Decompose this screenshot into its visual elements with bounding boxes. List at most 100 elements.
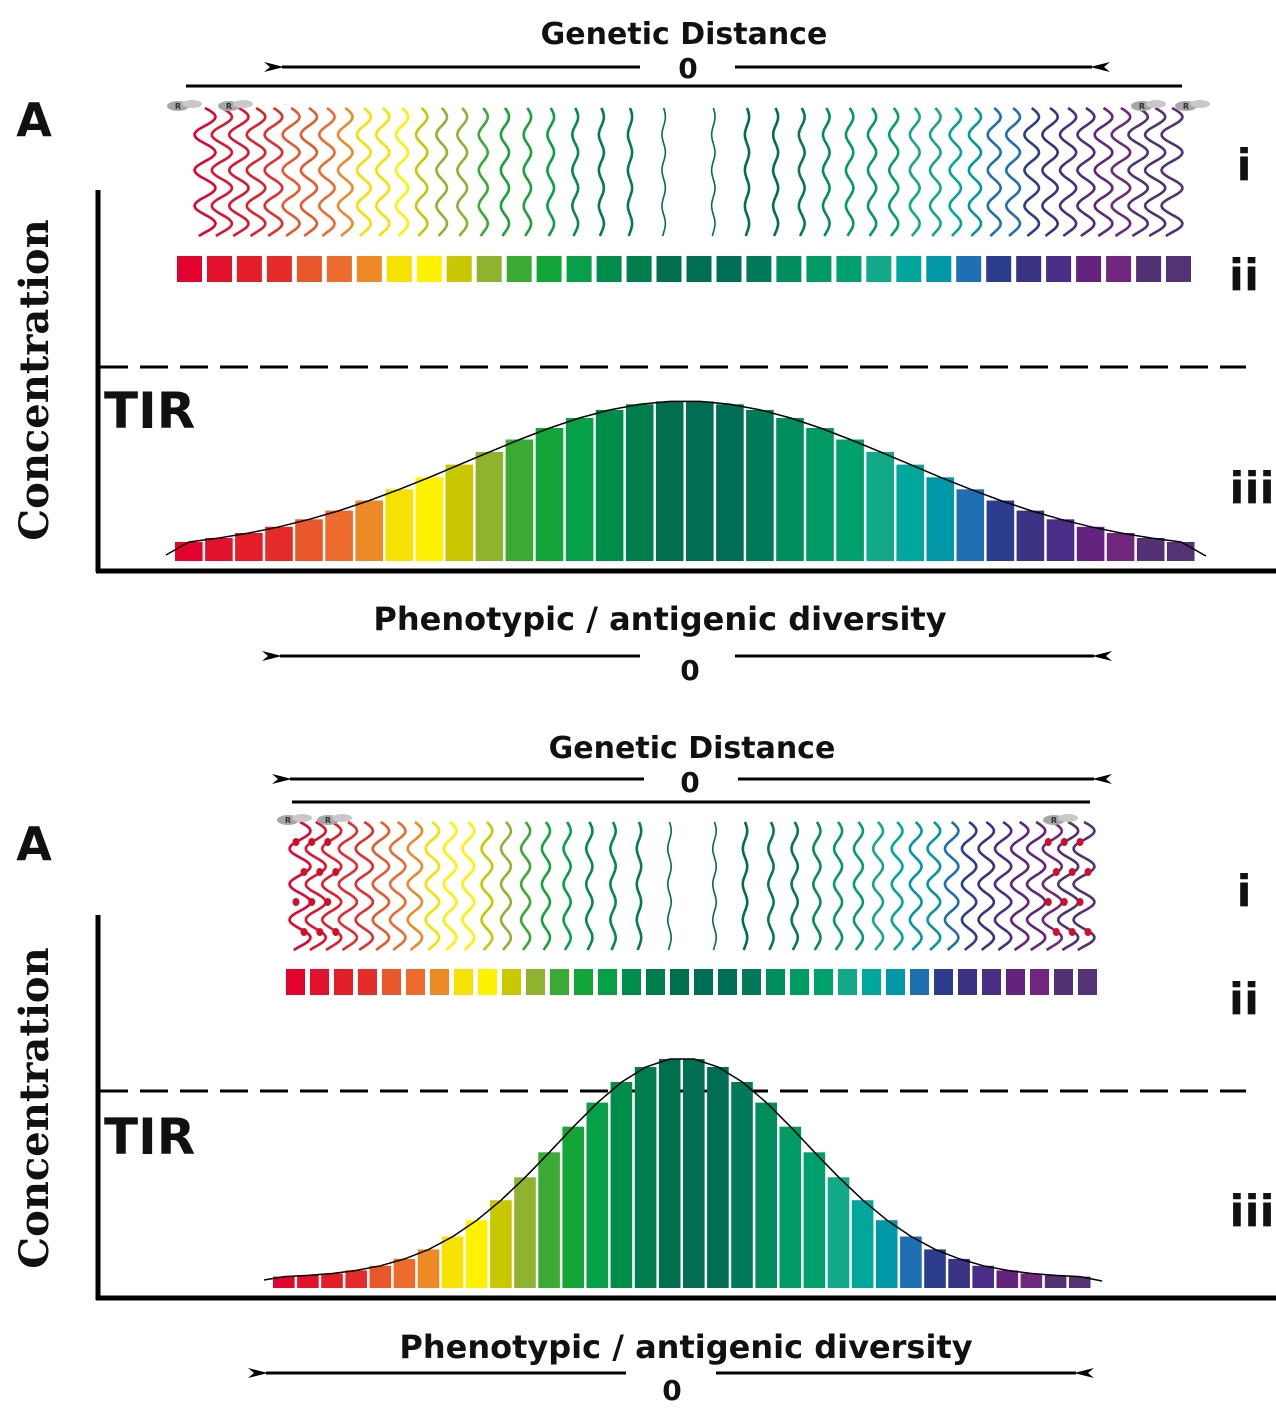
row-label-iii: iii (1229, 463, 1274, 514)
concentration-bar (972, 1265, 994, 1288)
phenotypic-zero-label: 0 (662, 1374, 681, 1407)
phenotype-square (694, 969, 713, 995)
phenotype-square (896, 256, 922, 282)
sequence-wave (1110, 106, 1132, 238)
phenotype-square (746, 256, 772, 282)
phenotype-square (910, 969, 929, 995)
concentration-bar (514, 1177, 536, 1288)
mutation-dot (324, 898, 332, 906)
concentration-bar (1068, 1276, 1091, 1288)
row-label-ii: ii (1229, 974, 1259, 1025)
resistance-marker: R (167, 100, 202, 111)
concentration-bar (295, 519, 323, 561)
distribution-curve (165, 400, 1207, 557)
phenotype-squares (177, 256, 1191, 282)
concentration-bar (610, 1082, 633, 1288)
sequence-wave (1160, 106, 1184, 238)
concentration-bar (565, 417, 594, 561)
phenotypic-label: Phenotypic / antigenic diversity (399, 1328, 972, 1366)
phenotype-square (836, 256, 862, 282)
resistance-marker: R (277, 814, 312, 825)
sequence-wave (711, 821, 718, 951)
resistance-marker: R (218, 100, 253, 111)
mutation-dot (316, 928, 324, 936)
phenotype-square (536, 256, 562, 282)
mutation-dot (308, 838, 316, 846)
phenotype-square (790, 969, 809, 995)
sequence-wave (414, 107, 429, 237)
phenotype-square (1046, 256, 1072, 282)
concentration-bar (926, 477, 955, 561)
sequence-wave (832, 821, 844, 951)
concentration-bar (924, 1249, 946, 1288)
marker-letter: R (325, 816, 331, 825)
concentration-bar (1016, 510, 1045, 561)
sequence-wave (499, 821, 513, 951)
sequence-wave (394, 107, 410, 237)
sequence-wave (986, 107, 1003, 237)
sequence-wave (908, 821, 923, 951)
genetic-zero-label: 0 (680, 766, 699, 799)
sequence-wave (1004, 107, 1022, 237)
mutation-dot (292, 898, 300, 906)
concentration-bar (1046, 519, 1075, 561)
sequence-wave (355, 107, 373, 237)
concentration-bar (731, 1082, 753, 1288)
sequence-wave (1041, 106, 1060, 238)
sequence-wave (743, 107, 751, 237)
threshold-label: TIR (104, 1108, 195, 1166)
marker-letter: R (285, 816, 291, 825)
sequence-wave (908, 107, 922, 237)
phenotype-square (806, 256, 832, 282)
sequence-wave (844, 107, 855, 237)
sequence-wave (821, 107, 831, 237)
concentration-bar (538, 1152, 560, 1288)
sequence-wave (371, 820, 391, 952)
concentration-bar (776, 417, 804, 561)
marker-letter: R (175, 102, 181, 111)
concentration-bar (683, 1059, 705, 1288)
phenotype-square (386, 256, 412, 282)
concentration-bar (265, 526, 293, 561)
concentration-bar (205, 538, 233, 561)
sequence-wave (245, 106, 267, 238)
mutation-dot (1052, 928, 1060, 936)
concentration-bar (1020, 1273, 1043, 1288)
panel-letter: A (16, 817, 52, 871)
concentration-bar (355, 500, 383, 561)
concentration-bar (634, 1067, 657, 1288)
phenotype-square (686, 256, 712, 282)
concentration-bar (445, 464, 474, 561)
phenotype-square (862, 969, 881, 995)
phenotype-square (718, 969, 737, 995)
phenotype-square (1136, 256, 1162, 282)
concentration-bar (686, 401, 714, 561)
sequence-wave (406, 820, 424, 951)
concentration-bar (1106, 533, 1135, 561)
panel-bottom: Genetic Distance 0 A i ii iii R R R Concen… (11, 731, 1276, 1407)
row-label-i: i (1236, 866, 1251, 917)
sequence-wave (766, 821, 775, 951)
sequence-wave (210, 106, 234, 238)
sequence-wave (455, 107, 469, 237)
phenotype-squares (286, 969, 1097, 995)
sequence-wave (519, 821, 532, 951)
phenotype-square (310, 969, 329, 995)
sequence-wave (710, 107, 716, 237)
sequence-wave (771, 107, 780, 237)
sequence-wave (943, 821, 960, 951)
concentration-bar (625, 404, 654, 561)
phenotype-square (626, 256, 652, 282)
phenotype-square (382, 969, 401, 995)
marker-cap (182, 100, 202, 108)
phenotype-square (430, 969, 449, 995)
sequence-wave (584, 821, 594, 951)
phenotype-square (1166, 256, 1191, 282)
concentration-bar (273, 1276, 295, 1288)
concentration-bar (417, 1249, 440, 1288)
phenotype-square (286, 969, 305, 995)
sequence-wave (993, 820, 1013, 952)
phenotype-square (622, 969, 641, 995)
concentration-bar (175, 542, 203, 561)
sequence-wave (337, 820, 359, 952)
